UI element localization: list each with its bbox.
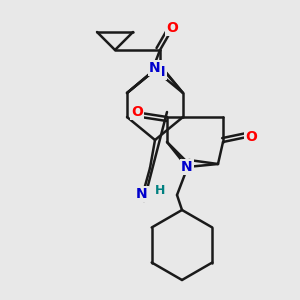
Text: O: O [245, 130, 257, 144]
Text: N: N [181, 160, 193, 174]
Text: H: H [155, 184, 165, 197]
Text: N: N [154, 65, 166, 79]
Text: N: N [149, 61, 161, 75]
Text: N: N [136, 187, 148, 201]
Text: O: O [131, 105, 143, 119]
Text: O: O [166, 21, 178, 35]
